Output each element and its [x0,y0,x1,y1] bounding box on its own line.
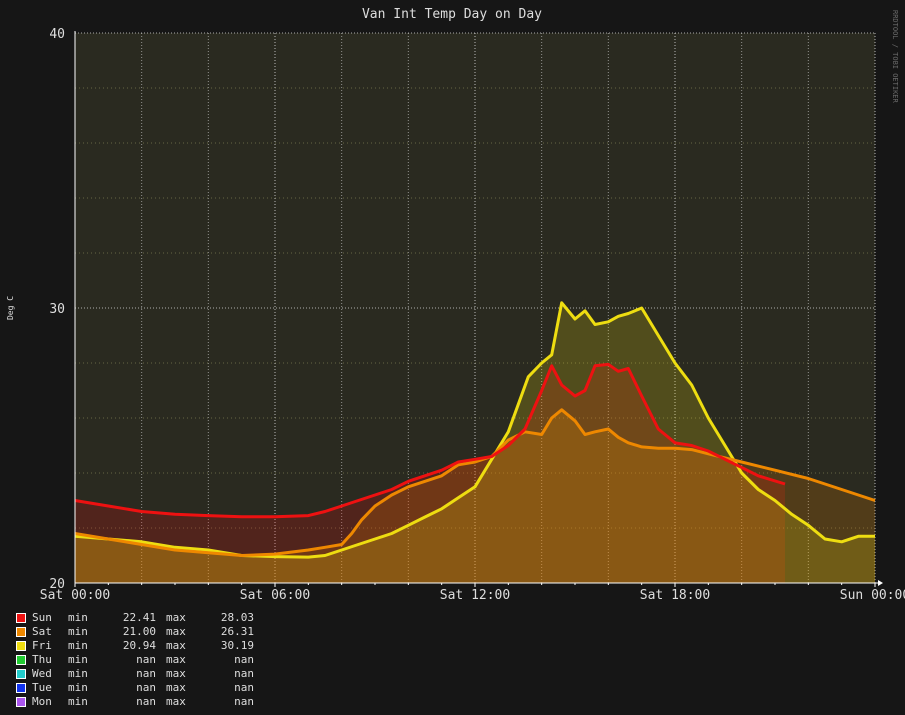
legend-series-name: Tue [32,681,52,694]
legend-max-value: 30.19 [220,639,254,652]
legend-swatch [16,613,26,623]
legend-series-name: Mon [32,695,52,708]
y-tick-labels: 40 30 20 [49,27,65,592]
axes [74,31,883,587]
area-sun [75,364,785,583]
legend-min-label: min [68,611,88,624]
legend-swatch [16,683,26,693]
legend-max-value: 26.31 [220,625,254,638]
area-fri [75,302,875,583]
legend-min-label: min [68,639,88,652]
x-tick-label: Sat 06:00 [240,588,310,603]
legend-min-value: nan [136,695,156,708]
legend-max-label: max [166,653,186,666]
legend-min-label: min [68,625,88,638]
legend-entry: Wed min nan max nan [16,667,264,681]
legend-swatch [16,627,26,637]
legend-max-label: max [166,611,186,624]
legend-max-label: max [166,639,186,652]
legend-max-value: 28.03 [220,611,254,624]
legend-max-label: max [166,625,186,638]
x-tick-labels: Sat 00:00 Sat 06:00 Sat 12:00 Sat 18:00 Sun … [40,588,905,603]
legend-swatch [16,641,26,651]
y-axis-label: Deg C [6,296,15,320]
legend-min-label: min [68,667,88,680]
legend-entry: Fri min 20.94 max 30.19 [16,639,264,653]
legend-max-label: max [166,667,186,680]
legend-min-label: min [68,681,88,694]
legend-entry: Tue min nan max nan [16,681,264,695]
legend-series-name: Sun [32,611,52,624]
legend-min-label: min [68,653,88,666]
legend-series-name: Fri [32,639,52,652]
legend-max-label: max [166,681,186,694]
legend-max-value: nan [234,653,254,666]
legend-swatch [16,697,26,707]
legend-min-value: 20.94 [122,639,156,652]
legend-min-value: 21.00 [122,625,156,638]
watermark: RRDTOOL / TOBI OETIKER [891,10,899,104]
legend-min-label: min [68,695,88,708]
legend-min-value: nan [136,667,156,680]
line-sun [74,362,786,519]
legend-min-value: nan [136,653,156,666]
legend-entry: Thu min nan max nan [16,653,264,667]
legend-entry: Sun min 22.41 max 28.03 [16,611,264,625]
x-axis-arrow [878,580,883,586]
legend-max-value: nan [234,681,254,694]
x-tick-label: Sat 12:00 [440,588,510,603]
legend-entry: Mon min nan max nan [16,695,264,709]
legend-min-value: 22.41 [122,611,156,624]
legend-swatch [16,655,26,665]
legend-series-name: Wed [32,667,52,680]
x-tick-label: Sun 00:00 [840,588,905,603]
series-areas [75,302,875,583]
y-tick-label: 20 [49,577,65,592]
legend: Sun min 22.41 max 28.03 Sat min 21.00 max 26.31 Fr… [16,611,264,709]
chart-title: Van Int Temp Day on Day [362,7,542,22]
x-tick-label: Sat 00:00 [40,588,110,603]
line-fri [74,301,875,559]
legend-series-name: Thu [32,653,52,666]
legend-swatch [16,669,26,679]
legend-min-value: nan [136,681,156,694]
legend-max-value: nan [234,667,254,680]
y-tick-label: 40 [49,27,65,42]
legend-max-value: nan [234,695,254,708]
legend-entry: Sat min 21.00 max 26.31 [16,625,264,639]
legend-series-name: Sat [32,625,52,638]
x-tick-label: Sat 18:00 [640,588,710,603]
y-tick-label: 30 [49,302,65,317]
legend-max-label: max [166,695,186,708]
area-sat [75,409,875,583]
series-lines [74,301,876,559]
